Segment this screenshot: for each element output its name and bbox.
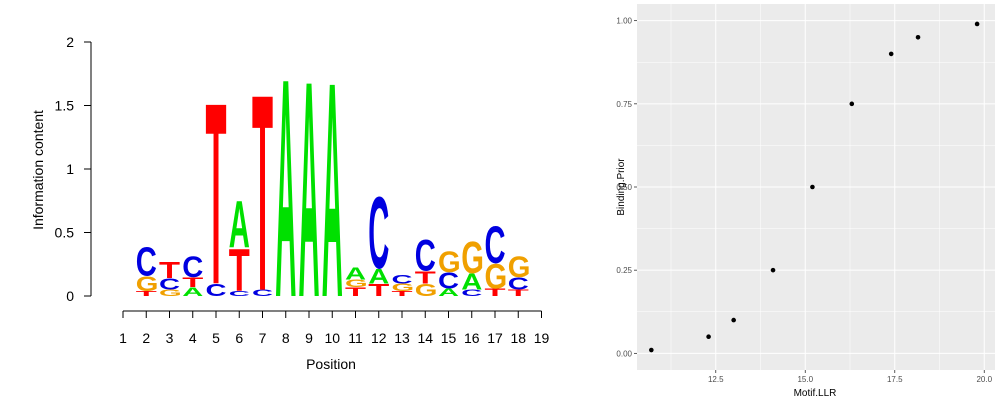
scatter-point [810, 184, 815, 190]
logo-letter-c: C [392, 272, 413, 286]
scatter-x-tick-label: 15.0 [797, 375, 813, 384]
scatter-point [770, 267, 776, 273]
logo-letter-g: G [345, 277, 368, 289]
logo-letter-g: G [415, 281, 438, 301]
scatter-points [649, 21, 980, 353]
scatter-chart: 0.00 0.25 0.50 0.75 1.00 12.5 15.0 17.5 20.0 Bi… [616, 4, 995, 399]
logo-letter-c: C [461, 288, 482, 298]
logo-x-tick-label: 10 [324, 330, 340, 346]
logo-letter-t: T [182, 274, 203, 290]
logo-letter-t: T [345, 285, 366, 298]
logo-letter-t: T [392, 290, 413, 298]
logo-letter-g: G [159, 288, 182, 298]
logo-x-tick-label: 17 [487, 330, 503, 346]
scatter-point [649, 347, 654, 353]
logo-y-tick-label: 0 [66, 288, 74, 304]
logo-letter-a: A [299, 19, 320, 363]
scatter-y-axis-label: Binding.Prior [616, 158, 627, 216]
logo-x-tick-label: 9 [305, 330, 313, 346]
scatter-gridlines [637, 4, 995, 370]
logo-x-tick-label: 3 [166, 330, 174, 346]
logo-x-tick-label: 13 [394, 330, 410, 346]
logo-x-tick-label: 2 [142, 330, 150, 346]
logo-x-tick-label: 7 [259, 330, 267, 346]
logo-letter-c: C [415, 230, 436, 280]
scatter-x-axis: 12.5 15.0 17.5 20.0 [708, 370, 993, 384]
scatter-x-axis-label: Motif.LLR [794, 388, 837, 399]
logo-y-tick-label: 1 [66, 161, 74, 177]
logo-letter-g: G [485, 257, 508, 296]
logo-x-tick-label: 6 [235, 330, 243, 346]
scatter-point [706, 334, 711, 340]
logo-letter-c: C [438, 267, 459, 293]
logo-x-tick-label: 18 [510, 330, 526, 346]
logo-letter-g: G [136, 273, 159, 296]
scatter-x-tick-label: 17.5 [887, 375, 903, 384]
logo-letter-a: A [229, 187, 250, 262]
logo-x-axis-label: Position [306, 356, 356, 372]
logo-x-tick-label: 4 [189, 330, 197, 346]
logo-letter-t: T [508, 288, 530, 298]
logo-letter-c: C [368, 176, 389, 290]
logo-letter-g: G [438, 246, 461, 279]
logo-letter-t: T [159, 259, 180, 284]
logo-letter-t: T [136, 290, 157, 298]
scatter-point [915, 34, 921, 40]
logo-letter-a: A [438, 286, 459, 298]
logo-letter-t: T [206, 51, 227, 340]
scatter-point [849, 101, 855, 107]
scatter-y-axis: 0.00 0.25 0.50 0.75 1.00 [616, 17, 637, 358]
scatter-y-tick-label: 0.50 [616, 183, 632, 192]
logo-letter-t: T [485, 287, 507, 299]
logo-letter-t: T [229, 238, 250, 304]
scatter-point [888, 51, 894, 57]
logo-x-tick-label: 5 [212, 330, 220, 346]
scatter-point [974, 21, 980, 27]
logo-y-axis: 0 0.5 1 1.5 2 [55, 34, 92, 304]
scatter-y-tick-label: 0.75 [616, 100, 632, 109]
scatter-x-tick-label: 12.5 [708, 375, 724, 384]
logo-letter-c: C [252, 288, 273, 298]
logo-x-tick-label: 19 [534, 330, 550, 346]
logo-letter-a: A [368, 265, 389, 288]
logo-letter-c: C [136, 240, 157, 285]
logo-letter-c: C [159, 275, 180, 293]
logo-letter-c: C [485, 216, 506, 275]
logo-letter-c: C [229, 290, 250, 298]
sequence-logo-chart: 00.511.52 1 2 3 4 5 6 7 8 9 10 11 12 13 14 15 16 17 18 19 … [30, 13, 550, 372]
logo-letter-c: C [508, 274, 529, 294]
logo-y-axis-label: Information content [30, 110, 46, 230]
logo-x-tick-label: 11 [348, 330, 363, 346]
logo-x-tick-label: 12 [371, 330, 387, 346]
logo-y-tick-label: 2 [66, 34, 74, 50]
logo-letter-g: G [461, 233, 484, 284]
logo-x-axis: 1 2 3 4 5 6 7 8 9 10 11 12 13 14 15 16 17 18 19 [119, 310, 550, 346]
logo-x-tick-label: 16 [464, 330, 480, 346]
logo-letter-a: A [461, 269, 482, 295]
logo-x-tick-label: 1 [119, 330, 127, 346]
scatter-y-tick-label: 0.00 [616, 349, 632, 358]
logo-letter-t: T [415, 267, 436, 287]
logo-letter-t: T [368, 280, 389, 300]
logo-letter-c: C [182, 251, 203, 284]
logo-letter-c: C [206, 281, 227, 301]
logo-letter-t: T [252, 37, 273, 350]
logo-y-tick-label: 1.5 [55, 98, 75, 114]
scatter-y-tick-label: 0.25 [616, 266, 632, 275]
scatter-y-tick-label: 1.00 [616, 17, 632, 26]
logo-letter-g: G [392, 281, 415, 293]
logo-letter-g: G [508, 251, 531, 284]
logo-letter-a: A [182, 285, 203, 299]
logo-x-tick-label: 8 [282, 330, 290, 346]
logo-x-tick-label: 15 [441, 330, 457, 346]
scatter-point [731, 317, 736, 323]
scatter-x-tick-label: 20.0 [976, 375, 992, 384]
logo-letter-a: A [345, 264, 366, 284]
logo-x-tick-label: 14 [417, 330, 433, 346]
logo-y-tick-label: 0.5 [55, 225, 75, 241]
logo-letter-a: A [322, 20, 343, 362]
logo-letter-a: A [275, 13, 296, 362]
